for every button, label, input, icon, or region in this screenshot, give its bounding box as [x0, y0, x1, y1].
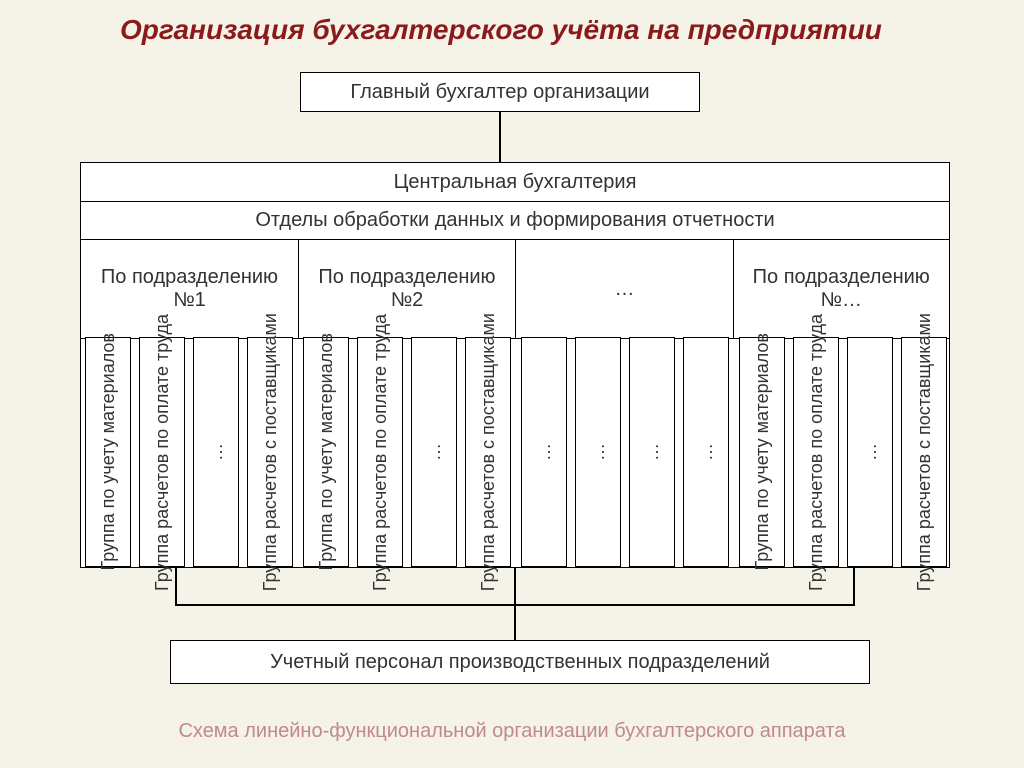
group-label: Группа расчетов по оплате труда [370, 314, 391, 591]
node-chief-accountant: Главный бухгалтер организации [300, 72, 700, 112]
connector [514, 604, 516, 640]
group-cell: … [411, 337, 457, 567]
node-label: Учетный персонал производственных подраз… [264, 649, 776, 676]
slide-caption: Схема линейно-функциональной организации… [0, 720, 1024, 743]
group-cell: Группа по учету материалов [85, 337, 131, 567]
division-label: По подразделению №… [734, 264, 950, 314]
group-label: Группа расчетов с поставщиками [478, 313, 499, 591]
group-label: … [534, 443, 555, 461]
groups-row: Группа по учету материаловГруппа расчето… [80, 338, 950, 568]
group-cell: … [629, 337, 675, 567]
division-cell: … [515, 239, 734, 339]
group-cell: Группа расчетов с поставщиками [901, 337, 947, 567]
group-cell: Группа по учету материалов [303, 337, 349, 567]
node-label: Центральная бухгалтерия [388, 169, 643, 196]
group-label: … [206, 443, 227, 461]
node-label: Главный бухгалтер организации [344, 79, 655, 106]
group-cell: Группа расчетов по оплате труда [793, 337, 839, 567]
group-cell: … [521, 337, 567, 567]
group-cell: … [193, 337, 239, 567]
connector [499, 112, 501, 162]
division-label: По подразделению №1 [81, 264, 298, 314]
connector [514, 568, 516, 604]
group-cell: Группа расчетов по оплате труда [139, 337, 185, 567]
connector [853, 568, 855, 604]
group-cell: Группа расчетов с поставщиками [247, 337, 293, 567]
group-label: … [860, 443, 881, 461]
group-cell: Группа расчетов по оплате труда [357, 337, 403, 567]
group-cell: … [847, 337, 893, 567]
division-label: По подразделению №2 [299, 264, 516, 314]
group-label: Группа расчетов по оплате труда [806, 314, 827, 591]
group-label: … [642, 443, 663, 461]
division-label: … [609, 276, 641, 303]
group-label: … [424, 443, 445, 461]
group-label: Группа расчетов с поставщиками [260, 313, 281, 591]
group-label: … [696, 443, 717, 461]
group-label: … [588, 443, 609, 461]
node-production-staff: Учетный персонал производственных подраз… [170, 640, 870, 684]
group-label: Группа расчетов по оплате труда [152, 314, 173, 591]
group-label: Группа расчетов с поставщиками [914, 313, 935, 591]
group-cell: … [575, 337, 621, 567]
node-processing-depts: Отделы обработки данных и формирования о… [80, 201, 950, 241]
group-cell: … [683, 337, 729, 567]
group-label: Группа по учету материалов [98, 333, 119, 570]
group-cell: Группа по учету материалов [739, 337, 785, 567]
node-central-accounting: Центральная бухгалтерия [80, 162, 950, 202]
group-label: Группа по учету материалов [316, 333, 337, 570]
connector [175, 568, 177, 604]
group-label: Группа по учету материалов [752, 333, 773, 570]
slide-title: Организация бухгалтерского учёта на пред… [120, 14, 882, 46]
node-label: Отделы обработки данных и формирования о… [249, 207, 780, 234]
group-cell: Группа расчетов с поставщиками [465, 337, 511, 567]
